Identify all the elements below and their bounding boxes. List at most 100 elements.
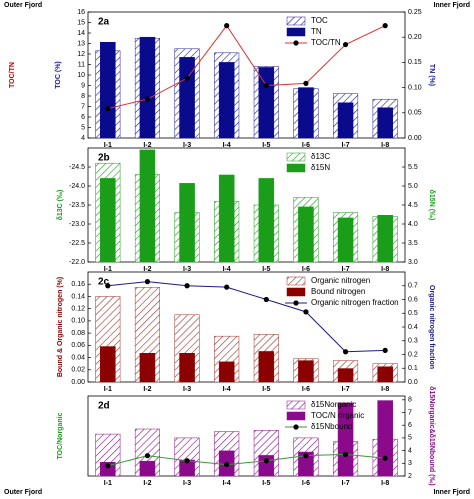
legend-swatch bbox=[286, 16, 306, 26]
x-tick-label: I-4 bbox=[223, 142, 231, 149]
y2-tick-label: 0.4 bbox=[408, 324, 418, 331]
y-tick-label: -24.0 bbox=[69, 183, 85, 190]
y-axis-title: TOC/Norganic bbox=[57, 412, 64, 459]
y-tick-label: 0.00 bbox=[71, 379, 85, 386]
legend-label: TOC/N organic bbox=[311, 411, 364, 420]
legend-label: Organic nitrogen bbox=[311, 276, 370, 285]
y-tick-label: 0.10 bbox=[71, 318, 85, 325]
x-tick-label: I-1 bbox=[104, 266, 112, 273]
marker bbox=[105, 106, 111, 112]
y-tick-label: 11 bbox=[78, 61, 85, 68]
x-tick-label: I-1 bbox=[104, 386, 112, 393]
y-axis-title-extra: TOC/TN bbox=[9, 62, 16, 88]
y-tick-label: 4 bbox=[81, 135, 85, 142]
legend-swatch bbox=[286, 411, 306, 421]
bar bbox=[100, 346, 116, 383]
legend-label: δ15Nbound bbox=[311, 422, 352, 431]
y2-tick-label: 4.0 bbox=[408, 221, 418, 228]
y2-tick-label: 3.5 bbox=[408, 240, 418, 247]
outer-fjord-label: Outer Fjord bbox=[4, 2, 42, 9]
bar bbox=[179, 57, 195, 139]
marker bbox=[144, 453, 151, 459]
y-tick-label: 16 bbox=[77, 9, 85, 16]
marker bbox=[184, 283, 190, 289]
bar bbox=[337, 102, 354, 139]
bar bbox=[179, 353, 195, 383]
x-tick-label: I-7 bbox=[341, 142, 349, 149]
y-tick-label: -23.0 bbox=[69, 221, 85, 228]
marker bbox=[105, 463, 111, 469]
bar bbox=[377, 107, 393, 139]
y2-tick-label: 4 bbox=[408, 447, 412, 454]
y2-tick-label: 0.7 bbox=[408, 283, 418, 290]
bar bbox=[179, 183, 195, 263]
x-tick-label: I-6 bbox=[302, 386, 310, 393]
x-tick-label: I-8 bbox=[381, 142, 389, 149]
y-tick-label: 0.14 bbox=[71, 293, 85, 300]
marker bbox=[382, 23, 388, 29]
marker bbox=[382, 455, 388, 461]
x-tick-label: I-6 bbox=[302, 480, 310, 487]
y-axis-title: TOC (%) bbox=[55, 61, 62, 88]
bar bbox=[139, 36, 156, 139]
bar bbox=[337, 217, 354, 263]
marker bbox=[263, 296, 269, 303]
legend-label: δ15Norganic bbox=[311, 400, 356, 409]
marker bbox=[105, 283, 111, 289]
plot-frame bbox=[87, 395, 406, 477]
marker bbox=[184, 458, 190, 464]
y2-tick-label: 0.1 bbox=[408, 365, 418, 372]
x-tick-label: I-7 bbox=[341, 386, 349, 393]
y2-tick-label: 0.5 bbox=[408, 310, 418, 317]
y-axis-title: Bound & Organic nitrogen (%) bbox=[57, 277, 64, 377]
y2-tick-label: 0.20 bbox=[408, 34, 422, 41]
legend-swatch bbox=[293, 300, 299, 306]
y2-tick-label: 6 bbox=[408, 422, 412, 429]
legend-swatch bbox=[286, 27, 306, 37]
marker bbox=[144, 96, 151, 102]
y-axis-title: δ13C (‰) bbox=[57, 190, 64, 221]
y2-tick-label: 5 bbox=[408, 435, 412, 442]
marker bbox=[224, 461, 230, 468]
bar bbox=[337, 402, 354, 477]
y2-tick-label: 0.25 bbox=[408, 9, 422, 16]
y2-tick-label: 8 bbox=[408, 397, 412, 404]
marker bbox=[263, 82, 269, 89]
panel-label: 2b bbox=[98, 153, 110, 164]
y-tick-label: -24.5 bbox=[69, 164, 85, 171]
y-tick-label: 0.08 bbox=[71, 330, 85, 337]
marker bbox=[303, 453, 309, 459]
y2-tick-label: 0.15 bbox=[408, 59, 422, 66]
bar bbox=[218, 361, 235, 383]
legend-label: TOC/TN bbox=[311, 38, 341, 47]
x-tick-label: I-5 bbox=[262, 266, 270, 273]
legend-swatch bbox=[286, 400, 306, 410]
bar bbox=[298, 87, 314, 139]
x-tick-label: I-2 bbox=[143, 266, 151, 273]
x-tick-label: I-4 bbox=[223, 480, 231, 487]
y2-tick-label: 5.0 bbox=[408, 183, 418, 190]
legend-label: Organic nitrogen fraction bbox=[311, 298, 399, 307]
bar bbox=[218, 62, 235, 139]
bar bbox=[218, 174, 235, 263]
y2-tick-label: 0.00 bbox=[408, 135, 422, 142]
y2-tick-label: 7 bbox=[408, 409, 412, 416]
x-tick-label: I-8 bbox=[381, 386, 389, 393]
y-tick-label: 6 bbox=[81, 114, 85, 121]
bar bbox=[139, 353, 156, 383]
panel-label: 2d bbox=[98, 401, 110, 412]
bar bbox=[100, 178, 116, 263]
y2-tick-label: 2 bbox=[408, 473, 412, 480]
x-tick-label: I-5 bbox=[262, 480, 270, 487]
legend-label: TN bbox=[311, 27, 322, 36]
panel-label: 2a bbox=[98, 17, 110, 28]
bar bbox=[258, 178, 275, 263]
x-tick-label: I-3 bbox=[183, 266, 191, 273]
y2-tick-label: 4.5 bbox=[408, 202, 418, 209]
bar bbox=[139, 460, 156, 477]
x-tick-label: I-8 bbox=[381, 266, 389, 273]
y2-tick-label: 0.05 bbox=[408, 110, 422, 117]
legend-label: TOC bbox=[311, 16, 328, 25]
y-tick-label: 13 bbox=[77, 40, 85, 47]
